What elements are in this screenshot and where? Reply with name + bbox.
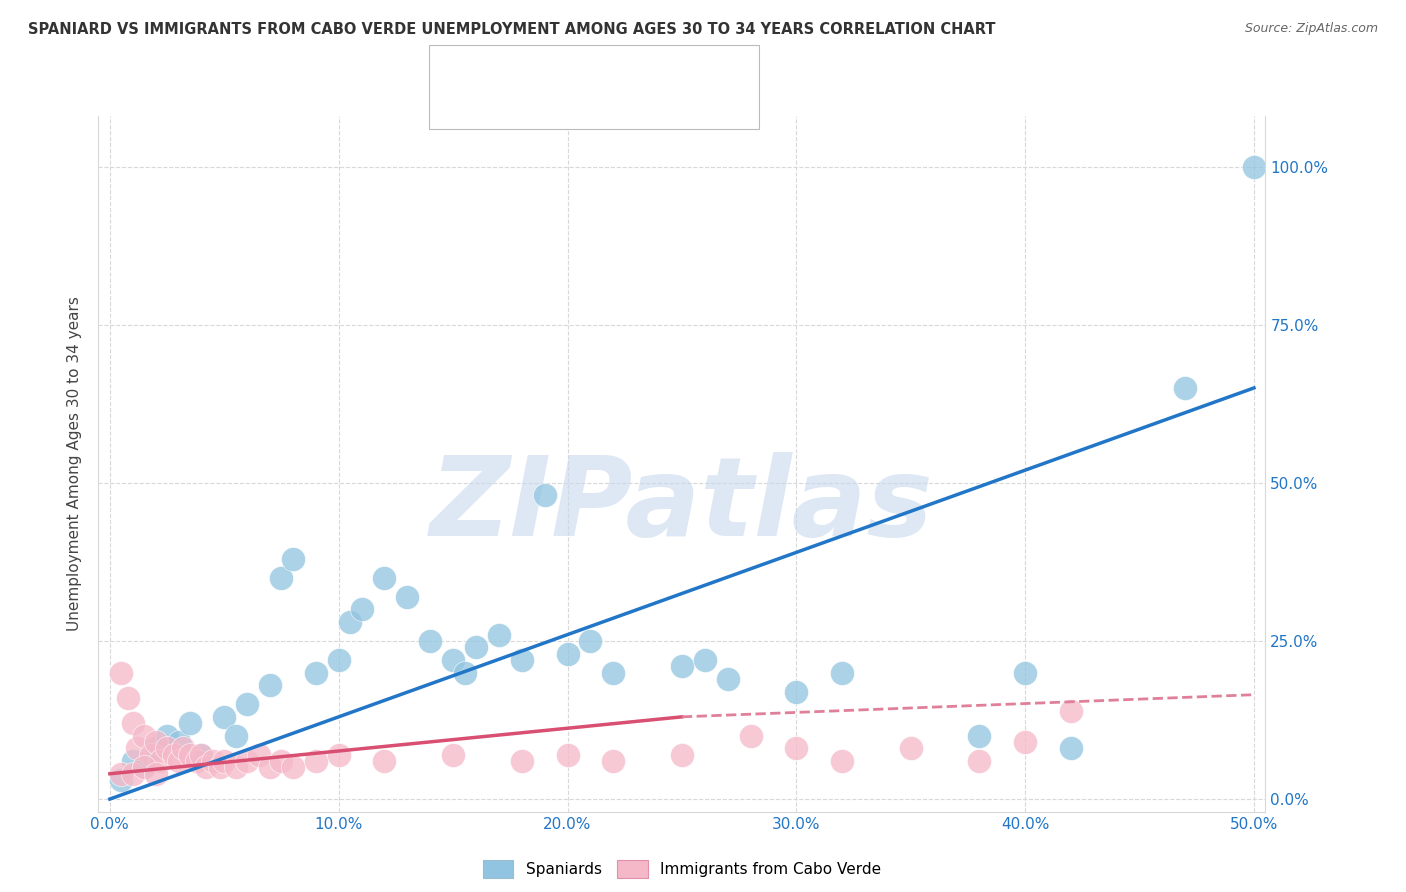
Point	[214, 754, 236, 768]
Point	[121, 754, 143, 768]
Point	[1060, 704, 1083, 718]
Point	[214, 710, 236, 724]
Point	[156, 741, 179, 756]
Point	[900, 741, 922, 756]
Point	[602, 665, 624, 680]
Point	[121, 766, 143, 780]
Point	[717, 672, 740, 686]
Point	[134, 760, 156, 774]
Point	[145, 766, 167, 780]
Point	[831, 754, 853, 768]
Point	[396, 590, 419, 604]
Y-axis label: Unemployment Among Ages 30 to 34 years: Unemployment Among Ages 30 to 34 years	[67, 296, 83, 632]
Text: ZIPatlas: ZIPatlas	[430, 452, 934, 559]
Point	[201, 754, 224, 768]
Point	[117, 690, 139, 705]
Point	[1014, 665, 1036, 680]
Point	[671, 747, 693, 762]
Point	[172, 741, 194, 756]
Point	[167, 754, 190, 768]
Point	[557, 647, 579, 661]
Point	[441, 653, 464, 667]
Point	[194, 760, 217, 774]
Point	[127, 741, 149, 756]
Point	[110, 773, 132, 788]
Point	[671, 659, 693, 673]
Point	[969, 729, 991, 743]
Point	[969, 754, 991, 768]
Point	[831, 665, 853, 680]
Point	[281, 760, 304, 774]
Point	[602, 754, 624, 768]
Point	[156, 729, 179, 743]
Point	[179, 747, 201, 762]
Point	[139, 747, 162, 762]
Text: Source: ZipAtlas.com: Source: ZipAtlas.com	[1244, 22, 1378, 36]
Point	[510, 754, 533, 768]
Point	[441, 747, 464, 762]
Point	[236, 697, 259, 711]
Point	[305, 665, 328, 680]
Point	[270, 754, 292, 768]
Text: R =  0.599    N = 40: R = 0.599 N = 40	[485, 58, 661, 76]
Point	[134, 760, 156, 774]
Point	[247, 747, 270, 762]
Point	[236, 754, 259, 768]
Point	[225, 729, 247, 743]
Point	[328, 747, 350, 762]
Text: R =  0.176    N = 44: R = 0.176 N = 44	[485, 95, 661, 113]
Point	[145, 741, 167, 756]
Point	[328, 653, 350, 667]
Point	[186, 754, 208, 768]
Point	[339, 615, 361, 629]
Text: SPANIARD VS IMMIGRANTS FROM CABO VERDE UNEMPLOYMENT AMONG AGES 30 TO 34 YEARS CO: SPANIARD VS IMMIGRANTS FROM CABO VERDE U…	[28, 22, 995, 37]
Point	[163, 747, 186, 762]
Point	[350, 602, 373, 616]
Point	[453, 665, 475, 680]
Point	[305, 754, 328, 768]
Point	[465, 640, 488, 655]
Point	[1243, 160, 1265, 174]
Point	[149, 754, 172, 768]
Point	[121, 716, 143, 731]
Point	[533, 488, 555, 502]
Point	[110, 766, 132, 780]
Point	[557, 747, 579, 762]
Point	[190, 747, 212, 762]
Point	[579, 634, 602, 648]
Point	[167, 735, 190, 749]
Point	[190, 747, 212, 762]
Point	[1060, 741, 1083, 756]
Point	[785, 684, 807, 698]
Point	[373, 571, 395, 585]
Point	[145, 735, 167, 749]
Point	[785, 741, 807, 756]
Point	[1014, 735, 1036, 749]
Point	[259, 678, 281, 692]
Point	[510, 653, 533, 667]
Point	[1174, 381, 1197, 395]
Point	[281, 551, 304, 566]
Point	[110, 665, 132, 680]
Point	[419, 634, 441, 648]
Point	[693, 653, 716, 667]
Point	[179, 716, 201, 731]
Point	[270, 571, 292, 585]
Point	[134, 729, 156, 743]
Legend: Spaniards, Immigrants from Cabo Verde: Spaniards, Immigrants from Cabo Verde	[477, 855, 887, 884]
Point	[488, 627, 510, 641]
Point	[225, 760, 247, 774]
Point	[740, 729, 762, 743]
Point	[373, 754, 395, 768]
Point	[208, 760, 231, 774]
Point	[259, 760, 281, 774]
